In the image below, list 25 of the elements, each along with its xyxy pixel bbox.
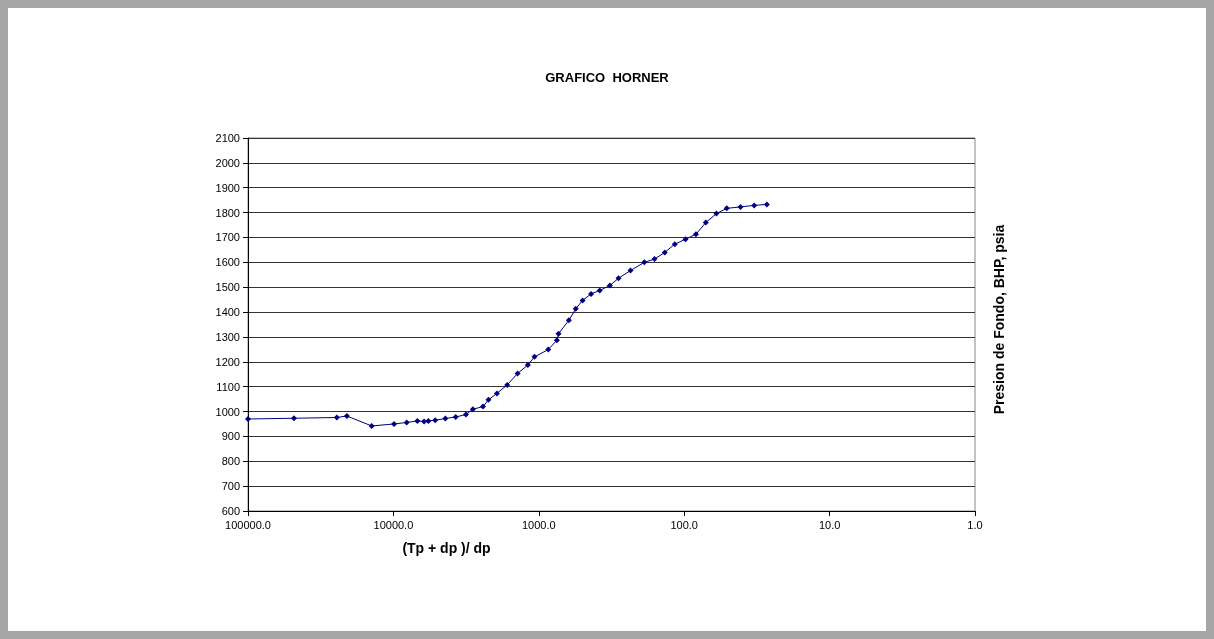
y-tick-label: 700 — [221, 480, 240, 493]
y-tick-label: 2100 — [215, 132, 240, 144]
y-tick-label: 2000 — [215, 156, 240, 169]
x-tick-label: 100.0 — [670, 518, 698, 531]
y-tick-label: 600 — [221, 505, 240, 517]
chart-title: GRAFICO HORNER — [545, 70, 670, 85]
y-tick-label: 1700 — [215, 231, 240, 244]
y-tick-label: 1100 — [216, 380, 240, 393]
x-tick-label: 100000.0 — [225, 518, 271, 531]
y-tick-label: 1300 — [215, 330, 240, 343]
x-tick-label: 1.0 — [967, 518, 983, 531]
y-tick-label: 1200 — [215, 355, 240, 368]
y-tick-label: 1500 — [215, 281, 240, 294]
y-axis-title: Presion de Fondo, BHP, psia — [991, 224, 1007, 415]
y-tick-label: 1000 — [215, 405, 240, 418]
x-tick-label: 10000.0 — [373, 518, 414, 531]
y-tick-label: 1800 — [215, 206, 240, 219]
y-tick-label: 1900 — [215, 181, 240, 194]
y-tick-label: 1400 — [215, 306, 240, 319]
x-tick-label: 1000.0 — [521, 518, 556, 531]
y-tick-label: 800 — [221, 455, 240, 468]
y-tick-label: 1600 — [215, 256, 240, 269]
x-tick-label: 10.0 — [818, 518, 841, 531]
y-tick-label: 900 — [221, 430, 240, 443]
x-axis-title: (Tp + dp )/ dp — [402, 540, 491, 556]
